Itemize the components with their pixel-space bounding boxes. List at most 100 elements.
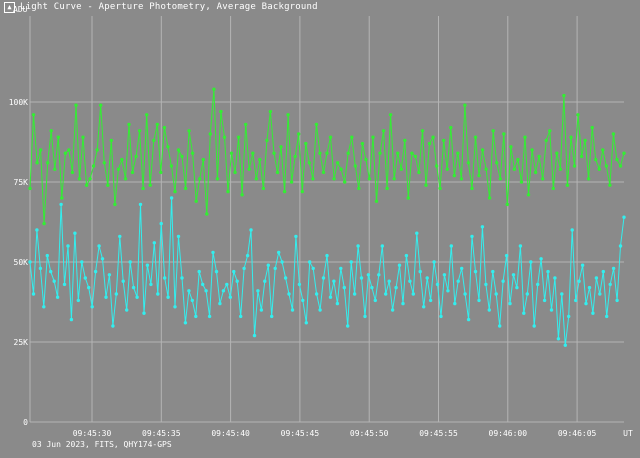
data-point: [495, 161, 499, 165]
data-point: [473, 269, 478, 274]
data-point: [533, 170, 538, 175]
data-point: [491, 269, 495, 274]
data-point: [435, 282, 440, 287]
data-point: [584, 301, 588, 306]
data-point: [618, 244, 623, 248]
data-point: [373, 298, 377, 303]
data-point: [273, 266, 277, 271]
data-point: [275, 170, 280, 175]
data-point: [374, 199, 379, 203]
data-point: [81, 135, 85, 139]
data-point: [406, 196, 410, 200]
data-point: [487, 308, 491, 312]
data-point: [508, 301, 512, 306]
data-point: [141, 186, 145, 191]
data-point: [385, 186, 389, 191]
chart-icon[interactable]: ▲: [4, 2, 15, 13]
data-point: [350, 135, 354, 139]
data-point: [434, 164, 439, 168]
data-point: [265, 138, 269, 143]
y-tick-label: 0: [23, 418, 28, 427]
data-point: [359, 276, 364, 280]
data-point: [432, 260, 436, 264]
data-point: [449, 125, 453, 130]
data-point: [399, 167, 403, 171]
data-point: [127, 122, 131, 127]
data-point: [586, 177, 591, 181]
data-point: [111, 324, 115, 328]
data-point: [446, 289, 450, 293]
data-point: [261, 186, 266, 191]
data-point: [222, 135, 227, 139]
data-point: [63, 151, 68, 155]
data-point: [107, 273, 112, 277]
data-point: [367, 177, 372, 181]
data-point: [42, 221, 46, 226]
data-point: [294, 234, 298, 239]
data-point: [378, 151, 382, 155]
data-point: [511, 273, 516, 277]
y-axis-label: ADU: [13, 5, 28, 14]
data-point: [622, 151, 626, 155]
data-point: [31, 292, 36, 296]
data-point: [155, 122, 159, 127]
data-point: [553, 276, 557, 280]
data-point: [542, 298, 547, 303]
data-point: [77, 177, 82, 181]
data-point: [608, 282, 612, 287]
data-point: [445, 167, 449, 171]
data-point: [90, 305, 94, 309]
data-point: [394, 285, 398, 290]
data-point: [594, 157, 598, 162]
data-point: [279, 145, 283, 149]
data-point: [335, 161, 340, 165]
data-point: [53, 167, 57, 171]
data-point: [387, 279, 391, 283]
data-point: [449, 244, 453, 248]
data-point: [207, 314, 212, 319]
data-point: [118, 234, 122, 239]
data-point: [311, 266, 315, 271]
data-point: [463, 103, 467, 107]
data-point: [45, 253, 49, 258]
data-point: [413, 154, 418, 159]
data-point: [311, 177, 315, 181]
data-point: [415, 231, 419, 235]
data-point: [187, 129, 191, 133]
data-point: [52, 279, 56, 283]
data-point: [84, 183, 89, 187]
chart-series: [28, 87, 626, 347]
data-point: [69, 317, 74, 322]
data-point: [519, 180, 524, 184]
data-point: [272, 151, 276, 155]
data-point: [321, 170, 326, 175]
data-point: [307, 161, 311, 165]
data-point: [42, 305, 46, 309]
title-bar[interactable]: ▲ Light Curve - Aperture Photometry, Ave…: [0, 0, 640, 16]
data-point: [240, 193, 244, 197]
data-point: [109, 138, 114, 143]
data-point: [268, 109, 273, 114]
data-point: [162, 125, 167, 130]
data-point: [417, 170, 421, 175]
data-point: [418, 269, 422, 274]
data-point: [480, 225, 485, 229]
data-point: [215, 177, 220, 181]
data-point: [349, 260, 353, 264]
data-point: [339, 266, 343, 271]
data-point: [371, 135, 375, 139]
data-point: [134, 154, 138, 159]
data-point: [166, 145, 170, 149]
data-point: [608, 183, 612, 187]
data-point: [256, 289, 260, 293]
data-point: [228, 295, 232, 299]
data-point: [235, 279, 239, 283]
data-point: [76, 298, 81, 303]
data-point: [283, 276, 288, 280]
data-point: [466, 317, 471, 322]
data-point: [266, 263, 270, 267]
data-point: [460, 266, 464, 271]
data-point: [525, 292, 529, 296]
data-point: [611, 266, 616, 271]
window-title: Light Curve - Aperture Photometry, Avera…: [20, 2, 318, 12]
